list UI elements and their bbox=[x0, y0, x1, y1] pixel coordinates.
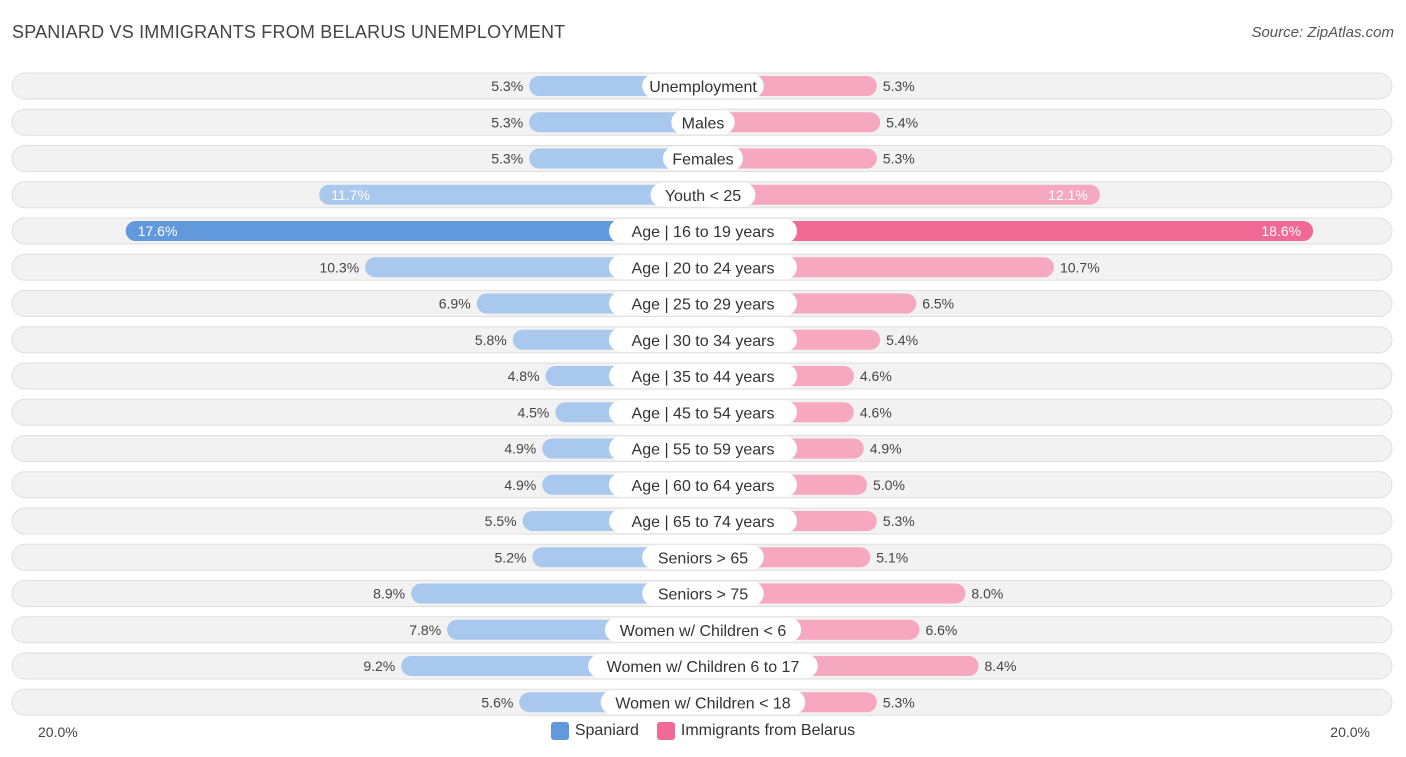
value-label-spaniard: 5.5% bbox=[485, 513, 517, 529]
value-label-belarus: 5.1% bbox=[876, 549, 908, 565]
axis-right-label: 20.0% bbox=[1330, 724, 1370, 740]
value-label-belarus: 12.1% bbox=[1048, 187, 1088, 203]
category-pill bbox=[604, 617, 802, 642]
category-label: Age | 25 to 29 years bbox=[632, 297, 775, 314]
category-pill bbox=[609, 509, 797, 533]
bar-spaniard bbox=[529, 112, 703, 133]
category-pill bbox=[609, 291, 797, 316]
category-label: Seniors > 65 bbox=[658, 550, 748, 567]
bar-spaniard bbox=[529, 148, 703, 169]
category-pill bbox=[600, 690, 806, 715]
value-label-belarus: 5.0% bbox=[873, 477, 905, 493]
value-label-belarus: 5.4% bbox=[886, 332, 918, 348]
bar-spaniard bbox=[411, 583, 703, 604]
category-pill bbox=[609, 400, 797, 425]
category-label: Age | 65 to 74 years bbox=[632, 514, 775, 531]
value-label-spaniard: 4.8% bbox=[508, 368, 540, 384]
value-label-belarus: 6.5% bbox=[922, 296, 954, 312]
value-label-spaniard: 10.3% bbox=[319, 259, 359, 275]
value-label-spaniard: 5.3% bbox=[491, 78, 523, 94]
bar-spaniard bbox=[319, 184, 703, 205]
category-pill bbox=[642, 74, 764, 98]
value-label-spaniard: 11.7% bbox=[331, 187, 370, 203]
bar-belarus bbox=[703, 583, 966, 604]
value-label-belarus: 8.0% bbox=[971, 586, 1003, 602]
category-label: Women w/ Children 6 to 17 bbox=[607, 659, 800, 676]
value-label-spaniard: 5.6% bbox=[481, 694, 513, 710]
value-label-belarus: 5.3% bbox=[883, 513, 915, 529]
category-pill bbox=[609, 327, 797, 352]
legend-item-spaniard[interactable]: Spaniard bbox=[550, 722, 639, 740]
value-label-spaniard: 7.8% bbox=[409, 622, 441, 638]
value-label-spaniard: 17.6% bbox=[138, 223, 178, 239]
legend: Spaniard Immigrants from Belarus bbox=[0, 722, 1406, 740]
legend-label-belarus: Immigrants from Belarus bbox=[680, 722, 856, 739]
bar-spaniard bbox=[125, 221, 704, 241]
value-label-belarus: 4.6% bbox=[860, 404, 892, 420]
legend-label-spaniard: Spaniard bbox=[574, 722, 639, 739]
category-pill bbox=[609, 255, 797, 280]
value-label-belarus: 6.6% bbox=[925, 622, 957, 638]
bar-belarus bbox=[703, 148, 877, 169]
category-pill bbox=[609, 436, 797, 461]
category-pill bbox=[642, 581, 764, 606]
value-label-belarus: 5.3% bbox=[883, 78, 915, 94]
category-label: Males bbox=[682, 115, 725, 132]
value-label-belarus: 5.3% bbox=[883, 151, 915, 167]
value-label-spaniard: 4.5% bbox=[517, 404, 549, 420]
value-label-belarus: 4.6% bbox=[860, 368, 892, 384]
category-pill bbox=[588, 654, 818, 678]
category-label: Seniors > 75 bbox=[658, 587, 748, 604]
category-label: Age | 30 to 34 years bbox=[632, 333, 775, 350]
value-label-belarus: 8.4% bbox=[985, 658, 1017, 674]
category-label: Females bbox=[672, 152, 733, 169]
category-label: Age | 45 to 54 years bbox=[632, 405, 775, 422]
category-label: Women w/ Children < 6 bbox=[620, 623, 787, 640]
bar-belarus bbox=[703, 112, 881, 133]
category-label: Age | 16 to 19 years bbox=[632, 224, 775, 241]
chart-title: SPANIARD VS IMMIGRANTS FROM BELARUS UNEM… bbox=[12, 22, 566, 42]
category-pill bbox=[609, 472, 797, 497]
value-label-spaniard: 8.9% bbox=[373, 586, 405, 602]
category-pill bbox=[662, 146, 744, 171]
category-label: Age | 35 to 44 years bbox=[632, 369, 775, 386]
value-label-spaniard: 9.2% bbox=[363, 658, 395, 674]
bar-belarus bbox=[703, 221, 1314, 241]
value-label-belarus: 4.9% bbox=[870, 441, 902, 457]
value-label-belarus: 10.7% bbox=[1060, 259, 1100, 275]
category-pill bbox=[609, 364, 797, 388]
value-label-spaniard: 6.9% bbox=[439, 296, 471, 312]
legend-swatch-spaniard bbox=[550, 722, 569, 740]
value-label-spaniard: 5.8% bbox=[475, 332, 507, 348]
value-label-belarus: 18.6% bbox=[1261, 223, 1301, 239]
legend-swatch-belarus bbox=[656, 722, 675, 740]
value-label-belarus: 5.3% bbox=[883, 694, 915, 710]
value-label-spaniard: 5.3% bbox=[491, 114, 523, 130]
axis-left-label: 20.0% bbox=[38, 724, 78, 740]
category-label: Unemployment bbox=[649, 79, 757, 96]
value-label-belarus: 5.4% bbox=[886, 114, 918, 130]
value-label-spaniard: 4.9% bbox=[504, 477, 536, 493]
category-pill bbox=[642, 545, 764, 570]
category-label: Women w/ Children < 18 bbox=[615, 695, 790, 712]
value-label-spaniard: 5.2% bbox=[495, 549, 527, 565]
legend-item-belarus[interactable]: Immigrants from Belarus bbox=[656, 722, 856, 740]
category-label: Age | 60 to 64 years bbox=[632, 478, 775, 495]
value-label-spaniard: 5.3% bbox=[491, 151, 523, 167]
category-pill bbox=[609, 219, 797, 243]
category-label: Age | 55 to 59 years bbox=[632, 442, 775, 459]
category-pill bbox=[650, 182, 756, 207]
source-label: Source: ZipAtlas.com bbox=[1251, 24, 1394, 41]
category-pill bbox=[671, 110, 735, 135]
category-label: Youth < 25 bbox=[665, 188, 741, 205]
category-label: Age | 20 to 24 years bbox=[632, 260, 775, 277]
bar-belarus bbox=[703, 184, 1100, 205]
value-label-spaniard: 4.9% bbox=[504, 441, 536, 457]
